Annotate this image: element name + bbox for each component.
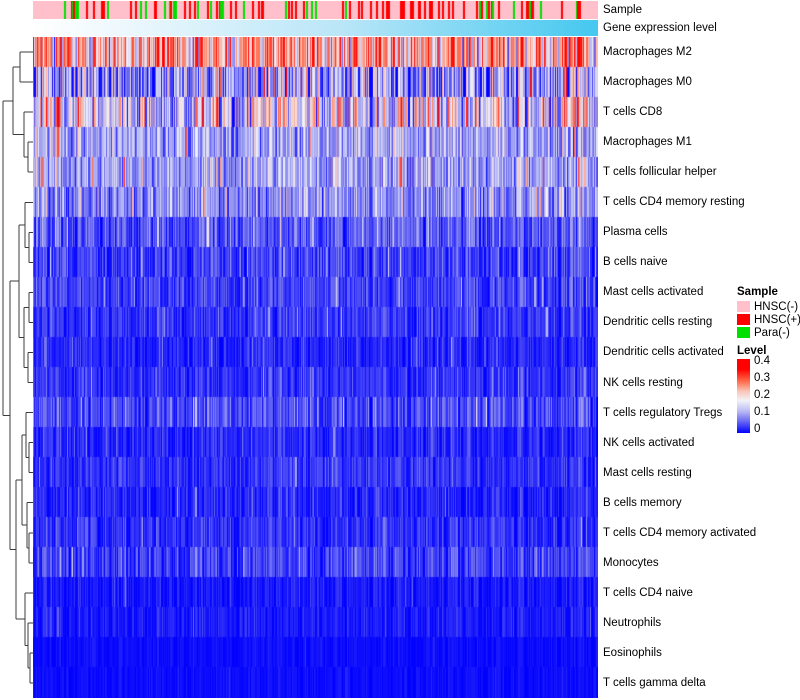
- row-label: Monocytes: [603, 556, 659, 569]
- row-label: T cells CD4 memory resting: [603, 196, 745, 209]
- level-legend-title: Level: [737, 345, 767, 357]
- legend-label: HNSC(+): [754, 313, 800, 326]
- level-legend: Level 0.4 0.3 0.2 0.1 0: [737, 345, 800, 435]
- row-label: T cells CD8: [603, 106, 663, 119]
- row-label: NK cells resting: [603, 376, 683, 389]
- heatmap-matrix: [33, 37, 598, 698]
- gene-expression-track-label: Gene expression level: [603, 22, 717, 34]
- swatch-para-negative: [737, 327, 750, 338]
- level-tick: 0.1: [754, 406, 770, 418]
- level-tick: 0: [754, 423, 761, 435]
- level-tick: 0.2: [754, 389, 770, 401]
- row-label: Plasma cells: [603, 226, 668, 239]
- row-label: T cells regulatory Tregs: [603, 406, 723, 419]
- legend-panel: Sample HNSC(-) HNSC(+) Para(-) Level 0.4…: [737, 286, 800, 435]
- sample-annotation-track: [33, 1, 598, 19]
- row-label: NK cells activated: [603, 436, 695, 449]
- sample-legend: Sample HNSC(-) HNSC(+) Para(-): [737, 286, 800, 339]
- row-label: T cells gamma delta: [603, 676, 706, 689]
- sample-track-label: Sample: [603, 4, 642, 16]
- row-label-column: Macrophages M2 Macrophages M0 T cells CD8 M…: [603, 37, 757, 698]
- legend-item: Para(-): [737, 326, 800, 339]
- row-label: Eosinophils: [603, 646, 662, 659]
- row-label: B cells memory: [603, 496, 682, 509]
- level-tick: 0.3: [754, 372, 770, 384]
- row-label: Macrophages M2: [603, 46, 692, 59]
- gene-expression-annotation-track: [33, 20, 598, 36]
- row-label: Dendritic cells activated: [603, 346, 724, 359]
- row-label: Macrophages M0: [603, 76, 692, 89]
- row-label: T cells CD4 memory activated: [603, 526, 757, 539]
- sample-legend-title: Sample: [737, 286, 778, 298]
- row-label: Neutrophils: [603, 616, 662, 629]
- legend-label: Para(-): [754, 326, 790, 339]
- row-label: Macrophages M1: [603, 136, 692, 149]
- level-colorbar: [737, 359, 750, 433]
- row-label: T cells follicular helper: [603, 166, 717, 179]
- level-tick: 0.4: [754, 355, 770, 367]
- row-dendrogram: [2, 51, 33, 684]
- legend-label: HNSC(-): [754, 300, 799, 313]
- legend-item: HNSC(-): [737, 300, 800, 313]
- row-label: Dendritic cells resting: [603, 316, 713, 329]
- row-label: T cells CD4 naive: [603, 586, 693, 599]
- swatch-hnsc-positive: [737, 314, 750, 325]
- row-label: B cells naive: [603, 256, 668, 269]
- swatch-hnsc-negative: [737, 301, 750, 312]
- row-label: Mast cells resting: [603, 466, 692, 479]
- legend-item: HNSC(+): [737, 313, 800, 326]
- row-label: Mast cells activated: [603, 286, 704, 299]
